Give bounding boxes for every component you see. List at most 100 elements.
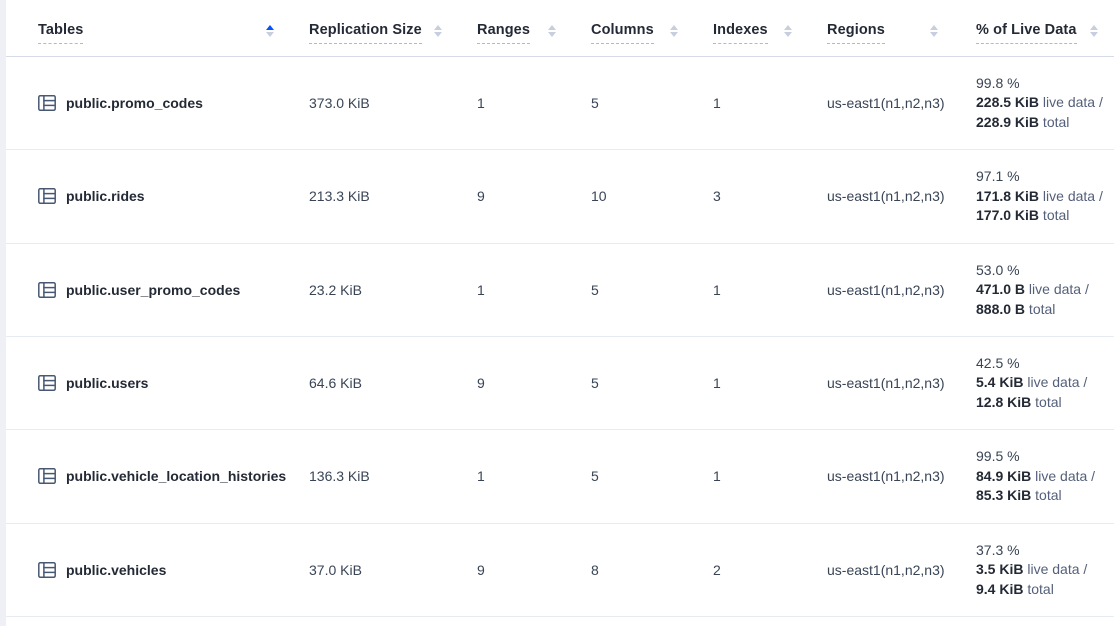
sort-arrows-icon[interactable] (1090, 25, 1098, 37)
table-row[interactable]: public.vehicles 37.0 KiB 9 8 2 us-east1(… (6, 524, 1114, 617)
sort-desc-icon[interactable] (670, 32, 678, 37)
column-header[interactable]: % of Live Data (954, 0, 1114, 56)
column-header-label[interactable]: Regions (827, 22, 885, 44)
table-name-cell: public.rides (6, 150, 290, 242)
table-grid-icon (38, 188, 56, 205)
live-percent: 99.5 % (976, 448, 1020, 465)
total-size-value: 85.3 KiB (976, 487, 1032, 504)
sort-arrows-icon[interactable] (930, 25, 938, 37)
regions-cell: us-east1(n1,n2,n3) (827, 95, 945, 112)
total-size-label: total (1025, 300, 1056, 317)
table-row[interactable]: public.rides 213.3 KiB 9 10 3 us-east1(n… (6, 150, 1114, 244)
live-data-cell: 97.1 % 171.8 KiB live data / 177.0 KiB t… (954, 150, 1114, 242)
sort-desc-icon[interactable] (434, 32, 442, 37)
live-size-value: 228.5 KiB (976, 94, 1040, 111)
column-header-label[interactable]: Ranges (477, 22, 530, 44)
total-size-value: 177.0 KiB (976, 207, 1040, 224)
columns-cell: 5 (591, 468, 599, 485)
columns-cell: 10 (591, 188, 607, 205)
sort-desc-icon[interactable] (1090, 32, 1098, 37)
table-name-link[interactable]: public.user_promo_codes (66, 281, 241, 298)
regions-cell: us-east1(n1,n2,n3) (827, 188, 945, 205)
table-name-link[interactable]: public.vehicles (66, 561, 167, 578)
total-size-line: 85.3 KiB total (976, 486, 1062, 506)
table-row[interactable]: public.promo_codes 373.0 KiB 1 5 1 us-ea… (6, 57, 1114, 151)
table-name-link[interactable]: public.rides (66, 188, 145, 205)
sort-asc-icon[interactable] (266, 25, 274, 30)
sort-arrows-icon[interactable] (266, 25, 274, 37)
sort-asc-icon[interactable] (930, 25, 938, 30)
column-header[interactable]: Columns (572, 0, 694, 56)
table-name-cell: public.users (6, 337, 290, 429)
sort-asc-icon[interactable] (670, 25, 678, 30)
table-row[interactable]: public.user_promo_codes 23.2 KiB 1 5 1 u… (6, 244, 1114, 337)
live-size-value: 5.4 KiB (976, 374, 1024, 391)
table-row[interactable]: public.vehicle_location_histories 136.3 … (6, 430, 1114, 524)
columns-cell: 5 (591, 95, 599, 112)
sort-desc-icon[interactable] (548, 32, 556, 37)
column-header[interactable]: Regions (808, 0, 954, 56)
live-size-value: 471.0 B (976, 281, 1026, 298)
indexes-cell: 3 (713, 188, 721, 205)
table-name-link[interactable]: public.users (66, 375, 149, 392)
total-size-line: 9.4 KiB total (976, 580, 1054, 600)
sort-asc-icon[interactable] (548, 25, 556, 30)
live-data-cell: 42.5 % 5.4 KiB live data / 12.8 KiB tota… (954, 337, 1114, 429)
table-body: public.promo_codes 373.0 KiB 1 5 1 us-ea… (6, 57, 1114, 617)
live-size-line: 228.5 KiB live data / (976, 93, 1103, 113)
total-size-value: 228.9 KiB (976, 113, 1040, 130)
column-header[interactable]: Tables (6, 0, 290, 56)
live-size-value: 84.9 KiB (976, 467, 1032, 484)
column-header-label[interactable]: % of Live Data (976, 22, 1077, 44)
replication-size-cell: 213.3 KiB (309, 188, 370, 205)
columns-cell: 5 (591, 375, 599, 392)
sort-asc-icon[interactable] (784, 25, 792, 30)
replication-size-cell: 37.0 KiB (309, 561, 362, 578)
table-name-link[interactable]: public.promo_codes (66, 95, 203, 112)
table-name-cell: public.promo_codes (6, 57, 290, 149)
live-size-label: live data / (1025, 281, 1089, 298)
regions-cell: us-east1(n1,n2,n3) (827, 561, 945, 578)
live-size-line: 471.0 B live data / (976, 280, 1089, 300)
column-header[interactable]: Replication Size (290, 0, 458, 56)
indexes-cell: 1 (713, 375, 721, 392)
sort-arrows-icon[interactable] (434, 25, 442, 37)
table-name-link[interactable]: public.vehicle_location_histories (66, 468, 287, 485)
table-name-cell: public.user_promo_codes (6, 244, 290, 336)
sort-asc-icon[interactable] (1090, 25, 1098, 30)
table-header-row: Tables Replication Size Ranges Columns I… (6, 0, 1114, 57)
sort-arrows-icon[interactable] (784, 25, 792, 37)
live-data-cell: 53.0 % 471.0 B live data / 888.0 B total (954, 244, 1114, 336)
sort-desc-icon[interactable] (784, 32, 792, 37)
page-left-gutter (0, 0, 6, 626)
live-percent: 97.1 % (976, 168, 1020, 185)
ranges-cell: 1 (477, 95, 485, 112)
ranges-cell: 9 (477, 561, 485, 578)
ranges-cell: 1 (477, 468, 485, 485)
column-header-label[interactable]: Indexes (713, 22, 768, 44)
column-header[interactable]: Indexes (694, 0, 808, 56)
table-grid-icon (38, 468, 56, 485)
column-header-label[interactable]: Columns (591, 22, 654, 44)
column-header-label[interactable]: Replication Size (309, 22, 422, 44)
ranges-cell: 1 (477, 281, 485, 298)
tables-table: Tables Replication Size Ranges Columns I… (6, 0, 1114, 617)
sort-desc-icon[interactable] (266, 32, 274, 37)
regions-cell: us-east1(n1,n2,n3) (827, 281, 945, 298)
table-row[interactable]: public.users 64.6 KiB 9 5 1 us-east1(n1,… (6, 337, 1114, 431)
table-grid-icon (38, 281, 56, 298)
sort-arrows-icon[interactable] (670, 25, 678, 37)
sort-arrows-icon[interactable] (548, 25, 556, 37)
column-header-label[interactable]: Tables (38, 22, 84, 44)
table-grid-icon (38, 375, 56, 392)
column-header[interactable]: Ranges (458, 0, 572, 56)
indexes-cell: 1 (713, 281, 721, 298)
live-percent: 42.5 % (976, 354, 1020, 371)
live-data-cell: 99.8 % 228.5 KiB live data / 228.9 KiB t… (954, 57, 1114, 149)
indexes-cell: 1 (713, 468, 721, 485)
indexes-cell: 2 (713, 561, 721, 578)
total-size-label: total (1031, 487, 1062, 504)
live-percent: 99.8 % (976, 74, 1020, 91)
sort-desc-icon[interactable] (930, 32, 938, 37)
sort-asc-icon[interactable] (434, 25, 442, 30)
